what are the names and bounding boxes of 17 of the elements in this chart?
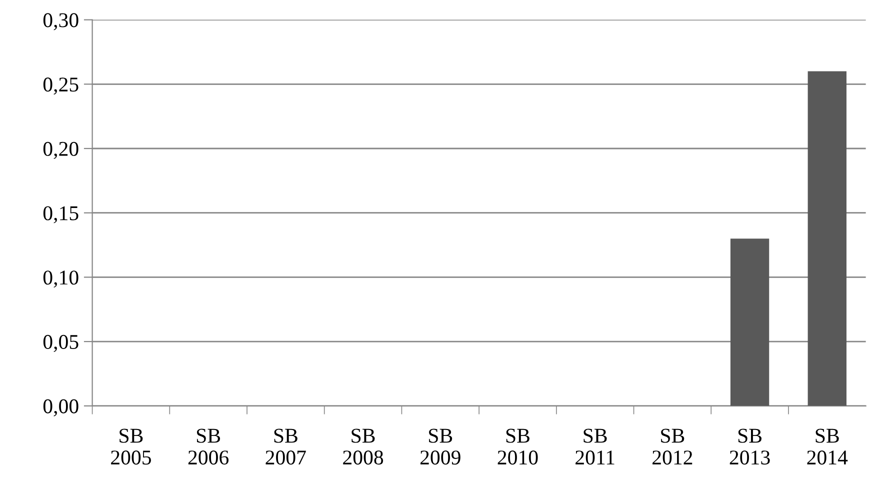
y-tick-label: 0,05 bbox=[43, 334, 78, 352]
y-tick-label: 0,15 bbox=[43, 206, 78, 224]
x-tick-label: SB 2012 bbox=[652, 428, 692, 465]
x-tick-label: SB 2010 bbox=[498, 428, 538, 465]
x-tick-label: SB 2006 bbox=[188, 428, 229, 465]
y-tick-label: 0,00 bbox=[43, 399, 78, 416]
x-tick-label: SB 2005 bbox=[111, 428, 151, 465]
x-tick-label: SB 2007 bbox=[266, 428, 306, 465]
x-tick-label: SB 2014 bbox=[807, 428, 848, 465]
y-tick-label: 0,10 bbox=[43, 270, 78, 288]
x-tick-label: SB 2013 bbox=[730, 428, 770, 465]
y-tick-label: 0,25 bbox=[43, 78, 78, 95]
y-tick-label: 0,20 bbox=[43, 142, 78, 159]
x-tick-label: SB 2009 bbox=[420, 428, 460, 465]
x-tick-label: SB 2011 bbox=[576, 428, 614, 465]
y-tick-label: 0,30 bbox=[43, 13, 78, 30]
x-tick-label: SB 2008 bbox=[343, 428, 384, 465]
